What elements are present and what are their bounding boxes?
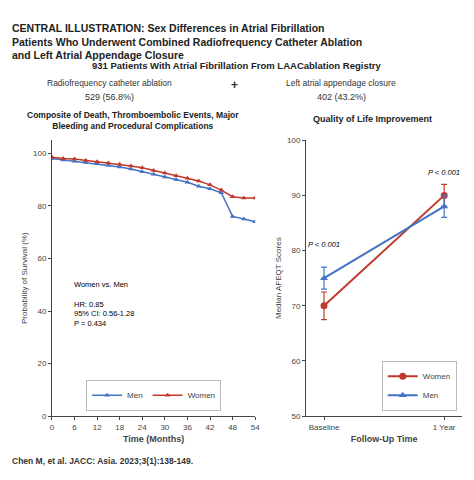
svg-text:P < 0.001: P < 0.001 [428,168,460,177]
svg-text:54: 54 [251,423,260,432]
svg-text:Left atrial appendage closure: Left atrial appendage closure [286,78,396,88]
svg-text:Composite of Death, Thromboemb: Composite of Death, Thromboembolic Event… [27,110,239,131]
svg-text:6: 6 [72,423,77,432]
svg-text:931 Patients With Atrial Fibri: 931 Patients With Atrial Fibrillation Fr… [92,60,382,71]
svg-text:80: 80 [292,246,301,255]
svg-text:100: 100 [33,149,47,158]
svg-text:100: 100 [287,136,301,145]
svg-text:70: 70 [292,302,301,311]
svg-text:Chen M, et al. JACC: Asia. 202: Chen M, et al. JACC: Asia. 2023;3(1):138… [12,456,193,466]
svg-text:402 (43.2%): 402 (43.2%) [317,92,366,102]
svg-text:Radiofrequency catheter ablati: Radiofrequency catheter ablation [47,78,172,88]
svg-text:Baseline: Baseline [309,423,340,432]
svg-text:Men: Men [127,391,143,400]
svg-text:50: 50 [292,412,301,421]
svg-text:Women vs. MenHR: 0.8595% CI: 0: Women vs. MenHR: 0.8595% CI: 0.56-1.28P … [74,280,134,328]
svg-text:Quality of Life Improvement: Quality of Life Improvement [313,114,432,124]
svg-text:42: 42 [206,423,215,432]
svg-text:529 (56.8%): 529 (56.8%) [85,92,134,102]
svg-text:60: 60 [37,254,46,263]
svg-text:30: 30 [160,423,169,432]
svg-text:24: 24 [138,423,147,432]
svg-text:Men: Men [423,391,439,400]
svg-text:P < 0.001: P < 0.001 [308,240,340,249]
svg-text:0: 0 [42,412,47,421]
svg-text:+: + [231,78,238,92]
svg-text:1 Year: 1 Year [433,423,456,432]
svg-text:80: 80 [37,202,46,211]
svg-text:Women: Women [188,391,215,400]
svg-text:90: 90 [292,191,301,200]
svg-text:18: 18 [115,423,124,432]
svg-text:48: 48 [228,423,237,432]
svg-text:Median AFEQT Scores: Median AFEQT Scores [274,237,283,319]
svg-text:60: 60 [292,357,301,366]
svg-text:36: 36 [183,423,192,432]
svg-text:40: 40 [37,307,46,316]
svg-text:CENTRAL ILLUSTRATION: Sex Diff: CENTRAL ILLUSTRATION: Sex Differences in… [12,22,362,61]
svg-text:12: 12 [93,423,102,432]
svg-text:20: 20 [37,359,46,368]
svg-text:Women: Women [423,372,450,381]
svg-text:Probability of Survival (%): Probability of Survival (%) [20,232,29,324]
svg-text:0: 0 [50,423,55,432]
svg-text:Time (Months): Time (Months) [123,434,184,444]
svg-text:Follow-Up Time: Follow-Up Time [351,434,418,444]
